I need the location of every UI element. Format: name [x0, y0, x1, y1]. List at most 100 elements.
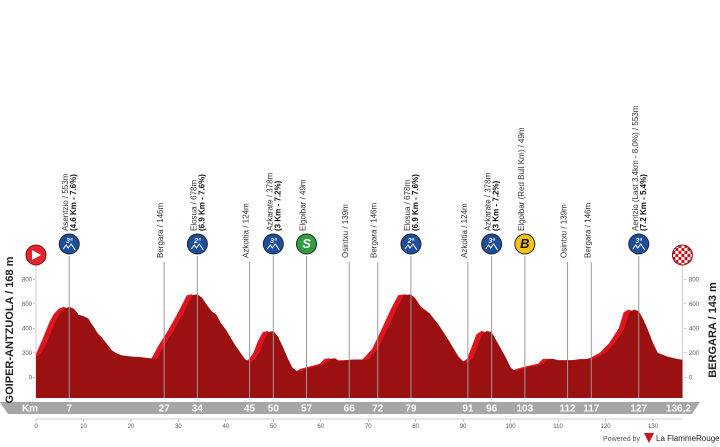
marker-name: Azkoitia / 124m: [460, 203, 469, 258]
checker-square: [675, 254, 679, 257]
km-label: 96: [486, 404, 498, 415]
start-arrow-icon: [32, 250, 41, 260]
finish-km-label: 136,2: [666, 404, 691, 415]
category-label: 3ª: [66, 238, 73, 245]
category-label: 2ª: [407, 238, 415, 245]
km-label: 79: [405, 404, 417, 415]
y-tick-label-right: 600: [689, 302, 700, 308]
checker-square: [675, 248, 679, 251]
marker-lines-overlay: [68, 256, 640, 398]
marker-kom: 2ª Elosua / 678m (6.9 Km - 7.6%): [400, 174, 422, 255]
checker-square: [687, 248, 691, 251]
checker-square: [672, 263, 676, 265]
marker-none: Azkoitia / 124m: [460, 203, 469, 258]
marker-none: Osintxu / 139m: [341, 204, 350, 258]
marker-name: Azkarate / 378m: [484, 172, 493, 231]
mountain-icon: [266, 243, 280, 251]
km-label: 91: [462, 404, 474, 415]
marker-name: Elosua / 678m: [189, 180, 198, 231]
checker-square: [681, 248, 685, 251]
x-tick-label: 40: [223, 424, 230, 430]
km-label: 7: [66, 404, 72, 415]
flamme-rouge-logo-icon: [644, 433, 654, 443]
x-tick-label: 30: [175, 424, 182, 430]
x-tick-label: 80: [412, 424, 419, 430]
x-tick-label: 70: [365, 424, 372, 430]
category-label: 3ª: [270, 238, 277, 245]
start-label: GOIPER-ANTZUOLA / 168 m: [4, 256, 16, 403]
marker-name: Elgoibar / 49m: [299, 179, 308, 231]
km-label: 50: [268, 404, 280, 415]
km-bar-label: Km: [22, 404, 38, 415]
sprint-icon: [296, 233, 318, 255]
marker-kom: 3ª Aentzio (Last 3.4km - 8.0%) / 553m (7.2…: [628, 105, 650, 255]
y-tick-label-left: 0: [29, 375, 33, 381]
axes: Km 0 10 20 30 40 50 60 70 80 90 100 110 120 130 0 0 200 20…: [0, 277, 700, 430]
x-tick-label: 130: [648, 424, 659, 430]
y-tick-label-right: 200: [689, 351, 700, 357]
marker-none: Bergara / 146m: [156, 203, 165, 258]
y-tick-label-right: 0: [689, 375, 693, 381]
x-tick-label: 60: [317, 424, 324, 430]
checker-square: [672, 251, 676, 254]
marker-detail: (7.2 Km - 5.4%): [639, 174, 648, 231]
km-label: 103: [517, 404, 534, 415]
marker-name: Azkoitia / 124m: [242, 203, 251, 258]
mountain-icon: [190, 243, 204, 251]
y-tick-label-left: 400: [22, 326, 33, 332]
x-tick-label: 120: [601, 424, 612, 430]
checker-square: [684, 245, 688, 248]
powered-by-text: Powered by: [603, 436, 640, 443]
elevation-profile: [36, 294, 683, 398]
checker-square: [681, 254, 685, 257]
marker-name: Elgoibar (Red Bull Km) / 49m: [517, 127, 526, 231]
marker-kom: 3ª Asentzio / 553m (4.6 Km - 7.6%): [58, 173, 80, 255]
y-tick-label-left: 800: [22, 277, 33, 283]
km-bar: [0, 402, 700, 414]
checker-square: [678, 251, 682, 254]
category-label: B: [520, 236, 529, 251]
km-label: 112: [559, 404, 576, 415]
marker-detail: (4.6 Km - 7.6%): [69, 174, 78, 231]
checker-square: [690, 263, 693, 265]
y-tick-label-left: 200: [22, 351, 33, 357]
checker-square: [678, 263, 682, 265]
km-label: 57: [301, 404, 313, 415]
footer-brand: Powered by La FlammeRouge: [603, 433, 720, 443]
checker-square: [672, 245, 676, 248]
marker-name: Aentzio (Last 3.4km - 8.0%) / 553m: [631, 105, 640, 231]
checker-square: [675, 260, 679, 263]
marker-none: Bergara / 146m: [370, 203, 379, 258]
marker-name: Asentzio / 553m: [61, 173, 70, 231]
km-label: 27: [159, 404, 171, 415]
marker-name: Osintxu / 139m: [560, 204, 569, 258]
x-tick-label: 100: [506, 424, 517, 430]
marker-sprint: S Elgoibar / 49m: [296, 179, 318, 255]
checker-square: [681, 260, 685, 263]
marker-bonus: B Elgoibar (Red Bull Km) / 49m: [514, 127, 536, 255]
category-label: 3ª: [636, 238, 643, 245]
marker-name: Bergara / 146m: [370, 203, 379, 258]
x-tick-label: 0: [34, 424, 38, 430]
x-tick-label: 10: [80, 424, 87, 430]
mountain-icon: [404, 243, 418, 251]
y-tick-label-right: 400: [689, 326, 700, 332]
km-label: 34: [192, 404, 204, 415]
marker-kom: 3ª Azkarate / 378m (3 Km - 7.2%): [262, 172, 284, 255]
category-label: 2ª: [193, 238, 201, 245]
y-tick-label-right: 800: [689, 277, 700, 283]
brand-text: La FlammeRouge: [656, 434, 720, 443]
marker-name: Azkarate / 378m: [265, 172, 274, 231]
marker-name: Bergara / 146m: [583, 203, 592, 258]
marker-kom: 2ª Elosua / 678m (6.9 Km - 7.6%): [186, 174, 208, 255]
marker-detail: (3 Km - 7.2%): [273, 180, 282, 231]
finish-ring: [671, 244, 693, 266]
y-tick-label-left: 600: [22, 302, 33, 308]
finish-label: BERGARA / 143 m: [707, 282, 719, 378]
marker-name: Elosua / 678m: [403, 180, 412, 231]
marker-name: Osintxu / 139m: [341, 204, 350, 258]
marker-name: Bergara / 146m: [156, 203, 165, 258]
checker-square: [678, 245, 682, 248]
mountain-icon: [485, 243, 499, 251]
